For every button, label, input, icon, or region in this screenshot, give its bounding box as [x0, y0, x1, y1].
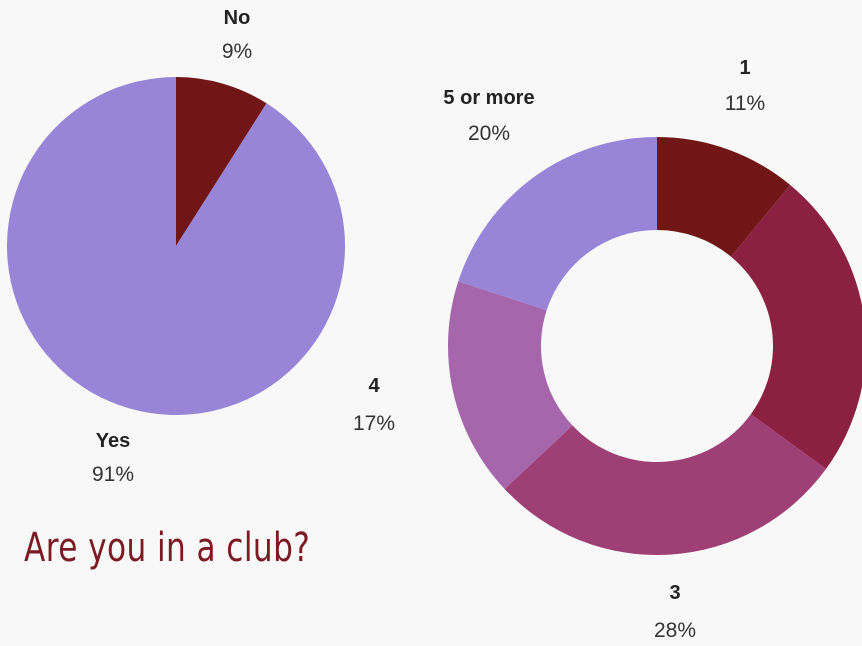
pie-label-no: No: [224, 7, 251, 29]
pie-slice-no: [176, 77, 267, 246]
donut-slice-4: [447, 281, 573, 490]
donut-label-3: 3: [669, 582, 680, 604]
donut-label-5-or-more: 5 or more: [443, 87, 534, 109]
donut-slice-2: [730, 184, 862, 469]
donut-value-4: 17%: [353, 412, 395, 435]
donut-label-4: 4: [368, 375, 380, 397]
pie-label-yes: Yes: [96, 430, 130, 452]
donut-label-1: 1: [739, 57, 750, 79]
chart-title: Are you in a club?: [24, 525, 311, 571]
donut-slice-3: [504, 414, 827, 555]
pie-slice-yes: [7, 77, 346, 416]
donut-slice-1: [657, 137, 791, 257]
pie-value-no: 9%: [222, 40, 252, 63]
donut-value-1: 11%: [725, 92, 765, 115]
club-membership-pie: [7, 77, 346, 416]
donut-value-5-or-more: 20%: [468, 122, 510, 145]
donut-slice-5-or-more: [458, 137, 657, 311]
slice-labels: No 9% Yes 91% 1 11% 5 or more 20% 4 17% 3 28%: [92, 7, 765, 642]
clubs-count-donut: [447, 137, 862, 555]
pie-value-yes: 91%: [92, 463, 134, 486]
donut-value-3: 28%: [654, 619, 696, 642]
